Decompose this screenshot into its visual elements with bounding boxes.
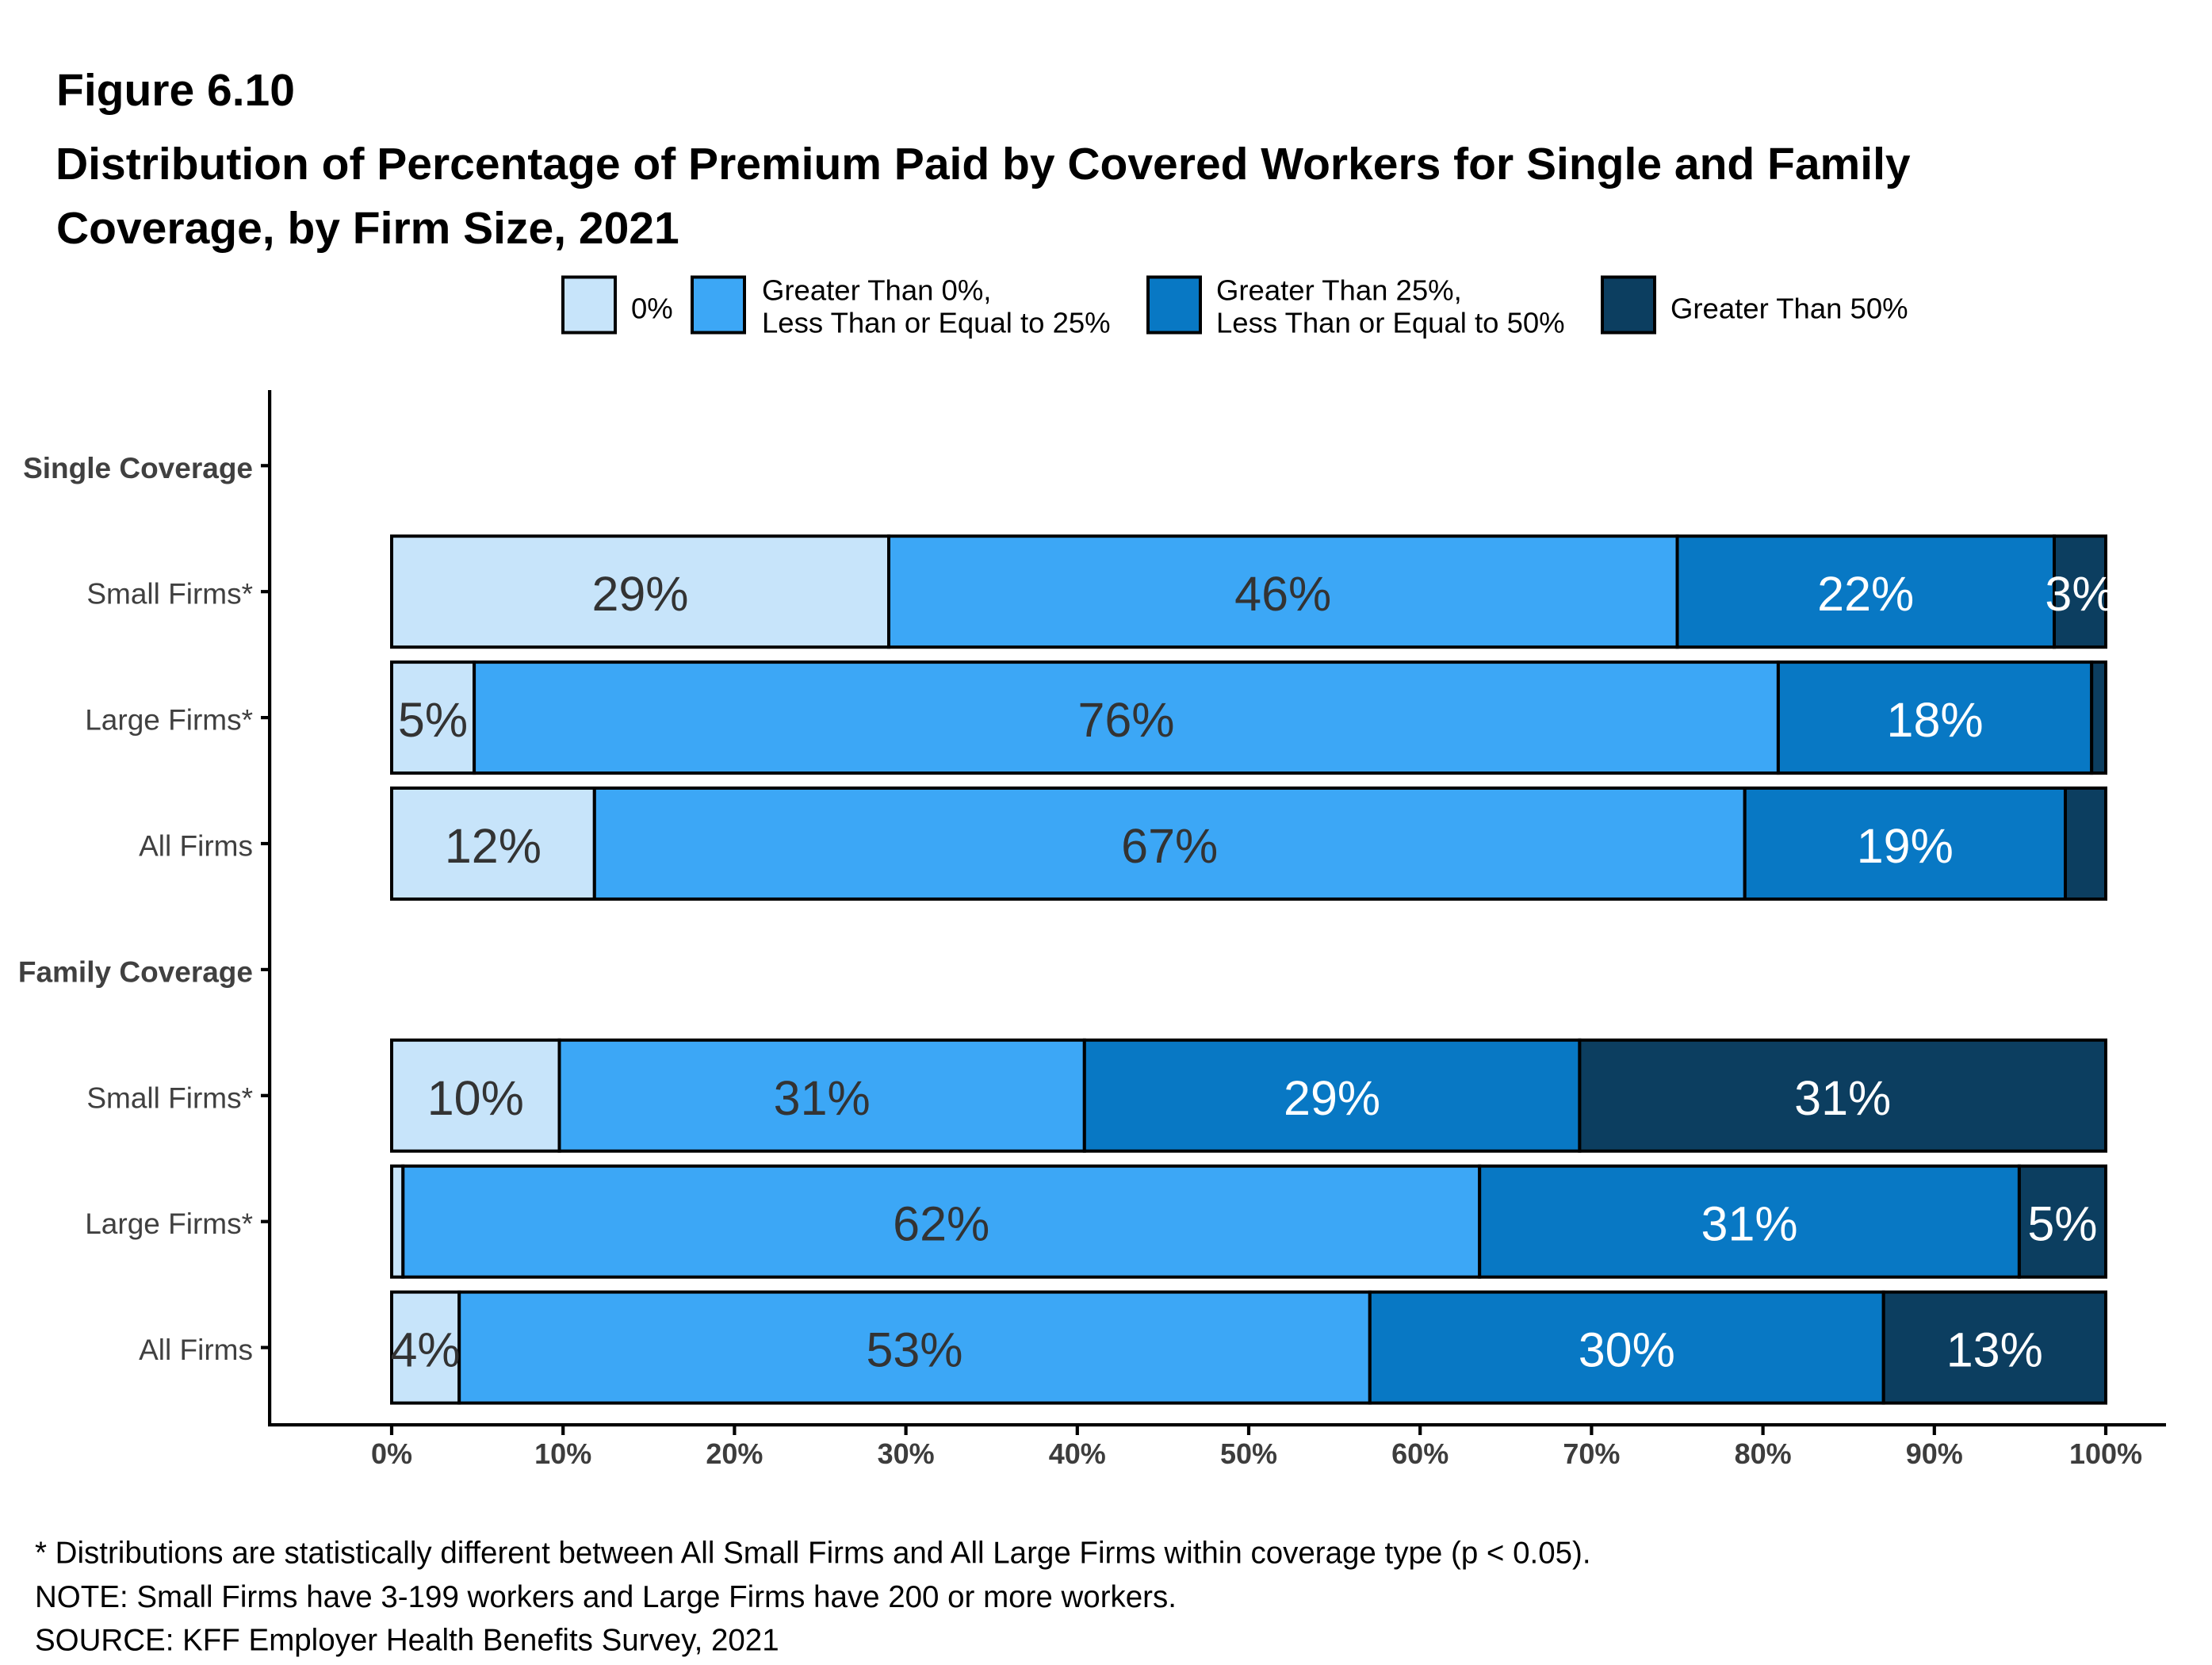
svg-text:Large Firms*: Large Firms*: [85, 1208, 253, 1240]
svg-text:40%: 40%: [1049, 1437, 1106, 1470]
svg-text:13%: 13%: [1946, 1323, 2043, 1377]
svg-text:Family Coverage: Family Coverage: [18, 955, 253, 988]
svg-text:60%: 60%: [1391, 1437, 1449, 1470]
svg-text:* Distributions are statistica: * Distributions are statistically differ…: [35, 1537, 1591, 1571]
svg-text:All Firms: All Firms: [139, 1334, 253, 1366]
svg-text:All Firms: All Firms: [139, 830, 253, 863]
svg-text:31%: 31%: [774, 1071, 871, 1125]
svg-text:46%: 46%: [1234, 567, 1331, 621]
svg-text:4%: 4%: [391, 1323, 461, 1377]
svg-text:29%: 29%: [1284, 1071, 1380, 1125]
svg-text:Greater Than 50%: Greater Than 50%: [1670, 293, 1908, 325]
svg-text:5%: 5%: [398, 693, 468, 747]
svg-text:Distribution of Percentage of: Distribution of Percentage of Premium Pa…: [55, 139, 1911, 189]
svg-text:Coverage, by Firm Size, 2021: Coverage, by Firm Size, 2021: [56, 203, 679, 254]
svg-text:18%: 18%: [1887, 693, 1984, 747]
svg-text:NOTE: Small Firms have 3-199 w: NOTE: Small Firms have 3-199 workers and…: [35, 1580, 1177, 1614]
svg-text:Small Firms*: Small Firms*: [86, 1081, 253, 1114]
svg-text:29%: 29%: [591, 567, 688, 621]
svg-text:19%: 19%: [1857, 819, 1954, 873]
svg-text:10%: 10%: [534, 1437, 591, 1470]
svg-text:30%: 30%: [1579, 1323, 1675, 1377]
svg-text:Greater Than 25%,: Greater Than 25%,: [1216, 274, 1462, 307]
svg-text:76%: 76%: [1077, 693, 1174, 747]
svg-text:5%: 5%: [2027, 1197, 2097, 1251]
svg-text:SOURCE: KFF Employer Health Be: SOURCE: KFF Employer Health Benefits Sur…: [35, 1624, 779, 1658]
svg-text:22%: 22%: [1817, 567, 1914, 621]
svg-text:12%: 12%: [445, 819, 542, 873]
svg-text:Figure 6.10: Figure 6.10: [56, 65, 295, 116]
svg-text:Single Coverage: Single Coverage: [23, 452, 253, 484]
svg-text:31%: 31%: [1794, 1071, 1891, 1125]
svg-text:0%: 0%: [371, 1437, 412, 1470]
svg-text:Small Firms*: Small Firms*: [86, 578, 253, 610]
svg-text:31%: 31%: [1701, 1197, 1798, 1251]
svg-text:0%: 0%: [631, 293, 673, 325]
svg-text:30%: 30%: [878, 1437, 935, 1470]
svg-text:Large Firms*: Large Firms*: [85, 704, 253, 737]
svg-text:67%: 67%: [1121, 819, 1218, 873]
svg-text:Less Than or Equal to 50%: Less Than or Equal to 50%: [1216, 307, 1565, 339]
svg-text:20%: 20%: [706, 1437, 763, 1470]
svg-text:62%: 62%: [893, 1197, 989, 1251]
svg-text:10%: 10%: [427, 1071, 524, 1125]
svg-text:3%: 3%: [2045, 567, 2114, 621]
svg-text:80%: 80%: [1735, 1437, 1792, 1470]
svg-text:50%: 50%: [1220, 1437, 1277, 1470]
svg-text:70%: 70%: [1563, 1437, 1620, 1470]
svg-text:Less Than or Equal to 25%: Less Than or Equal to 25%: [762, 307, 1111, 339]
svg-text:Greater Than 0%,: Greater Than 0%,: [762, 274, 991, 307]
svg-text:90%: 90%: [1906, 1437, 1963, 1470]
svg-text:100%: 100%: [2069, 1437, 2142, 1470]
svg-text:53%: 53%: [866, 1323, 962, 1377]
